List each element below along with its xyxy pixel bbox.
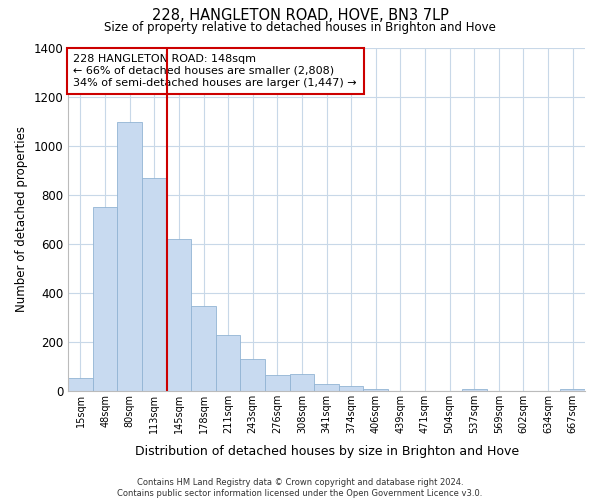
X-axis label: Distribution of detached houses by size in Brighton and Hove: Distribution of detached houses by size … (134, 444, 518, 458)
Text: Size of property relative to detached houses in Brighton and Hove: Size of property relative to detached ho… (104, 21, 496, 34)
Bar (167, 239, 191, 391)
Y-axis label: Number of detached properties: Number of detached properties (15, 126, 28, 312)
Bar (462, 389, 487, 391)
Text: 228 HANGLETON ROAD: 148sqm
← 66% of detached houses are smaller (2,808)
34% of s: 228 HANGLETON ROAD: 148sqm ← 66% of deta… (73, 54, 357, 88)
Bar (241, 359, 265, 391)
Text: 228, HANGLETON ROAD, HOVE, BN3 7LP: 228, HANGLETON ROAD, HOVE, BN3 7LP (152, 8, 448, 22)
Bar (265, 376, 290, 391)
Bar (216, 336, 241, 391)
Bar (191, 306, 216, 391)
Bar (93, 207, 118, 391)
Bar (314, 384, 339, 391)
Bar (364, 390, 388, 391)
Text: Contains HM Land Registry data © Crown copyright and database right 2024.
Contai: Contains HM Land Registry data © Crown c… (118, 478, 482, 498)
Bar (68, 378, 93, 391)
Bar (339, 386, 364, 391)
Bar (290, 374, 314, 391)
Bar (118, 122, 142, 391)
Bar (560, 389, 585, 391)
Bar (142, 178, 167, 391)
